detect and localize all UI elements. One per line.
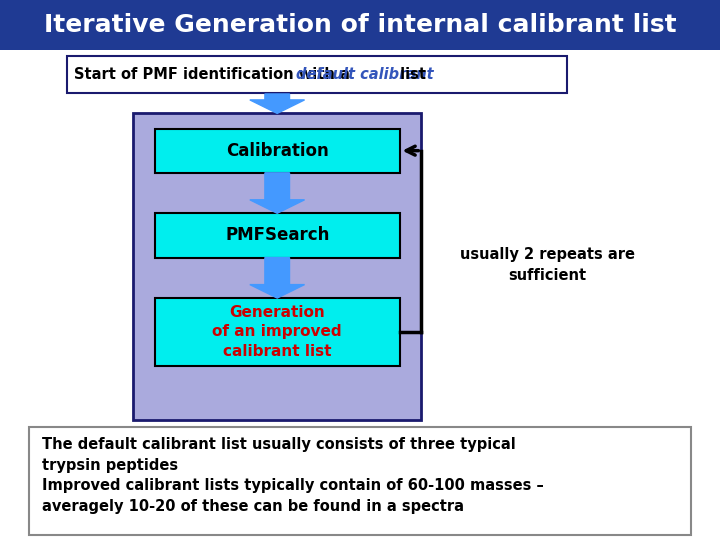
Polygon shape [250,94,305,113]
Text: PMFSearch: PMFSearch [225,226,329,245]
Text: default calibrant: default calibrant [296,67,433,82]
FancyBboxPatch shape [29,427,691,535]
FancyBboxPatch shape [155,298,400,366]
FancyBboxPatch shape [133,113,421,420]
Polygon shape [250,258,305,298]
FancyBboxPatch shape [155,129,400,173]
Polygon shape [250,173,305,213]
Text: Calibration: Calibration [226,141,328,160]
FancyBboxPatch shape [67,56,567,93]
FancyBboxPatch shape [0,0,720,50]
Text: list: list [395,67,426,82]
Text: usually 2 repeats are
sufficient: usually 2 repeats are sufficient [459,247,635,282]
Text: Improved calibrant lists typically contain of 60-100 masses –
averagely 10-20 of: Improved calibrant lists typically conta… [42,478,544,514]
Text: Generation
of an improved
calibrant list: Generation of an improved calibrant list [212,305,342,359]
Text: Iterative Generation of internal calibrant list: Iterative Generation of internal calibra… [44,13,676,37]
FancyBboxPatch shape [155,213,400,258]
Text: The default calibrant list usually consists of three typical
trypsin peptides: The default calibrant list usually consi… [42,437,516,474]
Text: Start of PMF identification with a: Start of PMF identification with a [74,67,355,82]
